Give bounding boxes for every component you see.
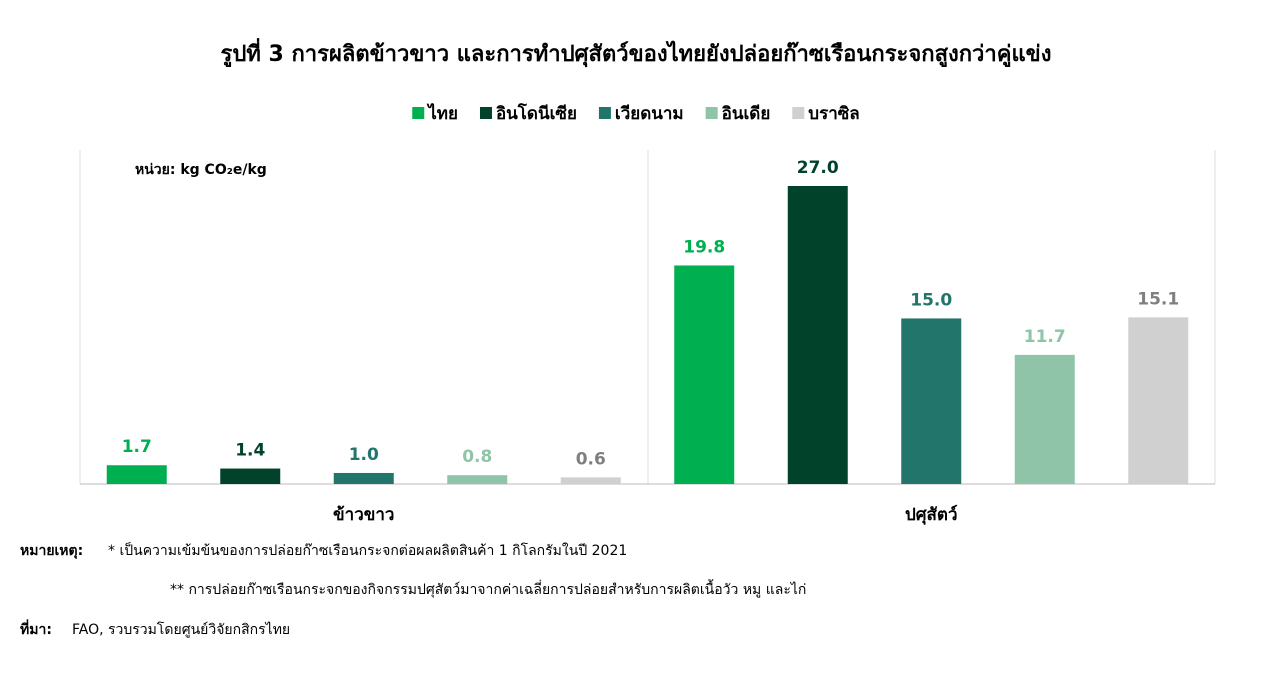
- bar: [1014, 354, 1075, 484]
- legend-swatch: [598, 107, 611, 119]
- data-label: 1.4: [235, 441, 265, 461]
- data-label: 15.1: [1137, 289, 1179, 309]
- bar: [674, 265, 735, 484]
- notes-label: หมายเหตุ:: [20, 543, 83, 559]
- data-label: 0.6: [576, 449, 606, 469]
- note: ** การปล่อยก๊าซเรือนกระจกของกิจกรรมปศุสั…: [170, 579, 806, 598]
- bar: [901, 318, 962, 484]
- bar: [220, 468, 281, 484]
- legend-swatch: [792, 107, 805, 119]
- legend-label: ไทย: [426, 103, 458, 124]
- data-label: 15.0: [910, 290, 952, 310]
- bar: [106, 465, 167, 484]
- data-label: 11.7: [1024, 327, 1066, 347]
- data-label: 19.8: [683, 237, 725, 257]
- legend-swatch: [705, 107, 718, 119]
- legend-label: เวียดนาม: [615, 103, 684, 124]
- bar: [1128, 317, 1189, 484]
- unit-label: หน่วย: kg CO₂e/kg: [135, 162, 267, 178]
- bar: [447, 475, 508, 484]
- legend-swatch: [412, 107, 425, 119]
- data-label: 0.8: [462, 447, 492, 467]
- chart-title: รูปที่ 3 การผลิตข้าวขาว และการทำปศุสัตว์…: [221, 37, 1052, 68]
- x-tick-label: ข้าวขาว: [333, 505, 394, 525]
- data-label: 1.7: [122, 437, 152, 457]
- source-label: ที่มา:: [20, 619, 52, 638]
- source-text: FAO, รวบรวมโดยศูนย์วิจัยกสิกรไทย: [72, 621, 290, 638]
- legend-label: บราซิล: [808, 104, 859, 124]
- bar: [787, 186, 848, 484]
- data-label: 1.0: [349, 445, 379, 465]
- data-label: 27.0: [797, 158, 839, 178]
- legend-label: อินโดนีเซีย: [496, 103, 577, 124]
- x-tick-label: ปศุสัตว์: [905, 504, 958, 525]
- bar: [333, 472, 394, 484]
- legend-label: อินเดีย: [722, 103, 771, 124]
- legend-swatch: [479, 107, 492, 119]
- note: * เป็นความเข้มข้นของการปล่อยก๊าซเรือนกระ…: [108, 541, 627, 559]
- bar: [560, 477, 621, 484]
